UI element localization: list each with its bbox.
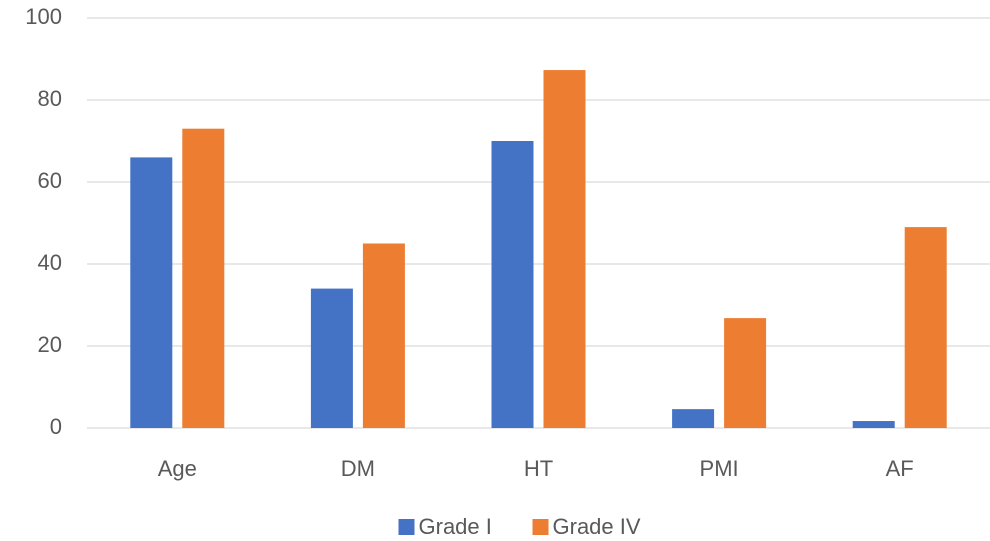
- legend-swatch: [532, 519, 549, 535]
- bar: [362, 243, 405, 428]
- y-tick-label: 40: [38, 250, 62, 275]
- bar: [852, 421, 895, 428]
- y-tick-label: 80: [38, 86, 62, 111]
- x-tick-label: DM: [341, 456, 375, 481]
- x-tick-label: HT: [524, 456, 553, 481]
- bar: [543, 70, 586, 428]
- x-tick-label: AF: [886, 456, 914, 481]
- bar: [904, 227, 947, 428]
- x-tick-label: PMI: [700, 456, 739, 481]
- y-tick-label: 0: [50, 414, 62, 439]
- legend-label: Grade IV: [553, 514, 641, 539]
- bar: [491, 141, 534, 428]
- y-tick-label: 60: [38, 168, 62, 193]
- y-tick-label: 100: [25, 4, 62, 29]
- bar: [672, 409, 715, 428]
- bar: [310, 288, 353, 428]
- x-tick-label: Age: [158, 456, 197, 481]
- legend-label: Grade I: [419, 514, 492, 539]
- bar: [724, 318, 767, 428]
- y-tick-label: 20: [38, 332, 62, 357]
- bar: [182, 128, 225, 428]
- bar: [130, 157, 173, 428]
- legend-swatch: [398, 519, 415, 535]
